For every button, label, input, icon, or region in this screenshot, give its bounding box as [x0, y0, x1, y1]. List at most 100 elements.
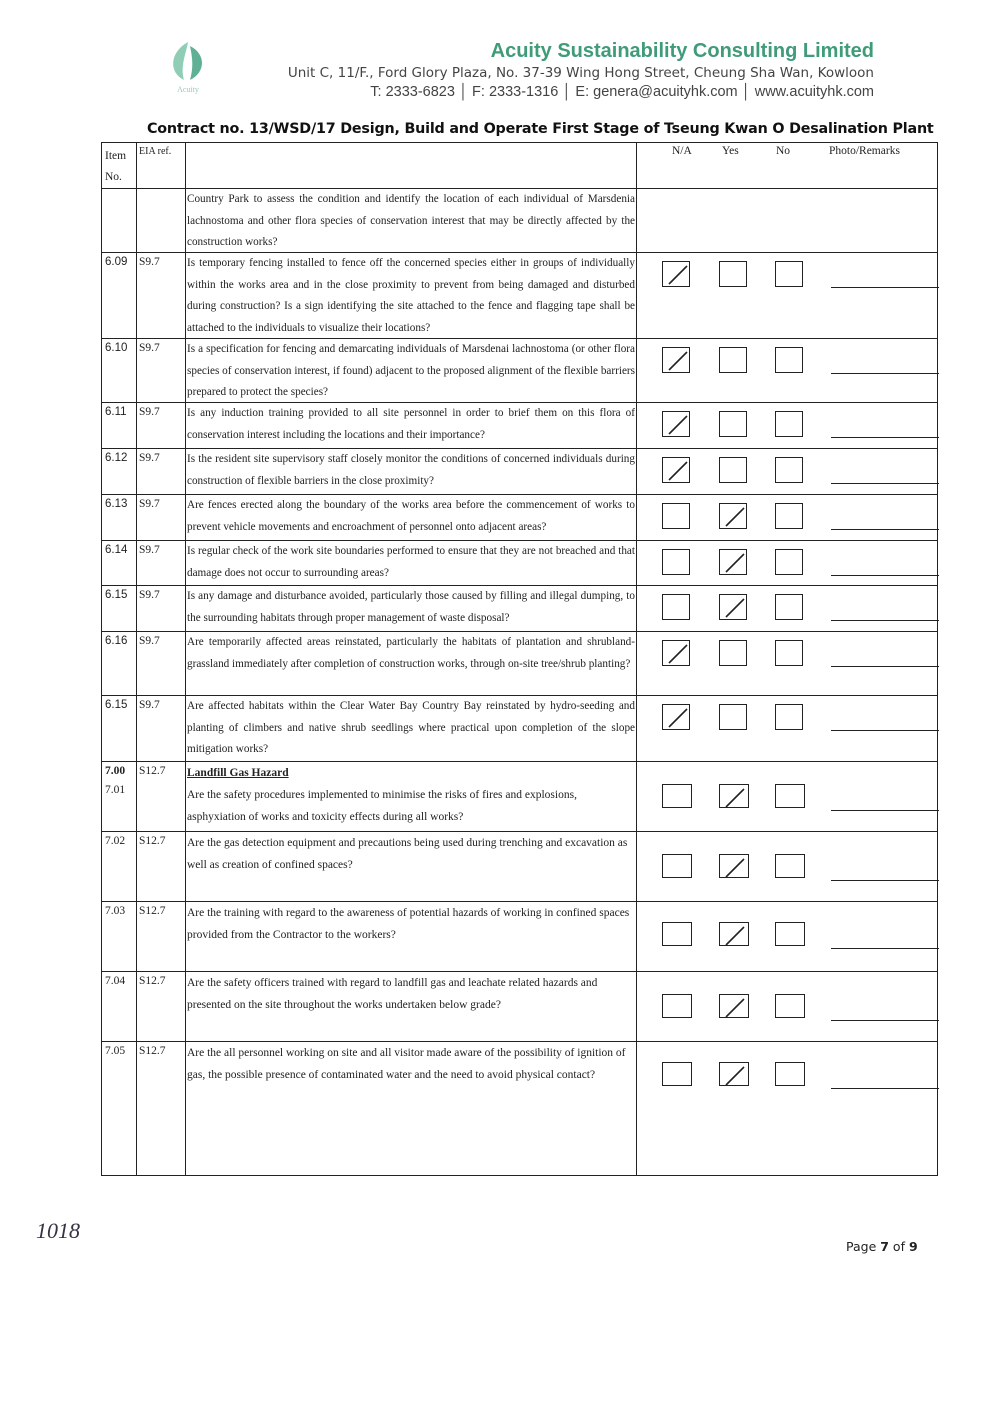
remarks-field[interactable] — [831, 483, 939, 484]
checkbox-na[interactable] — [662, 457, 690, 483]
remarks-field[interactable] — [831, 948, 939, 949]
checkbox-no[interactable] — [775, 503, 803, 529]
item-number: 6.09 — [105, 256, 128, 268]
question-cell: Are the training with regard to the awar… — [186, 902, 637, 971]
question-cell: Is any induction training provided to al… — [186, 403, 637, 448]
checkbox-yes[interactable] — [719, 1062, 749, 1086]
check-mark-icon — [725, 926, 745, 946]
table-row: 6.11 S9.7 Is any induction training provid… — [102, 402, 939, 448]
checkbox-yes[interactable] — [719, 503, 747, 529]
remarks-field[interactable] — [831, 1020, 939, 1021]
question-text: Country Park to assess the condition and… — [187, 193, 635, 248]
question-cell: Are fences erected along the boundary of… — [186, 495, 637, 540]
item-cell — [102, 189, 137, 252]
header-na: N/A — [672, 145, 692, 157]
eia-ref: S9.7 — [137, 403, 186, 448]
checkbox-no[interactable] — [775, 457, 803, 483]
question-text: Are affected habitats within the Clear W… — [187, 700, 635, 755]
item-cell: 6.12 — [102, 449, 137, 494]
checkbox-na[interactable] — [662, 994, 692, 1018]
remarks-field[interactable] — [831, 730, 939, 731]
checkbox-yes[interactable] — [719, 457, 747, 483]
checkbox-yes[interactable] — [719, 704, 747, 730]
question-text: Are temporarily affected areas reinstate… — [187, 636, 635, 670]
checkbox-yes[interactable] — [719, 640, 747, 666]
question-cell: Is a specification for fencing and demar… — [186, 339, 637, 402]
checkbox-na[interactable] — [662, 503, 690, 529]
question-cell: Are the gas detection equipment and prec… — [186, 832, 637, 901]
checkbox-yes[interactable] — [719, 347, 747, 373]
checkbox-na[interactable] — [662, 411, 690, 437]
table-row: 6.09 S9.7 Is temporary fencing installed t… — [102, 252, 939, 338]
checkbox-na[interactable] — [662, 854, 692, 878]
table-row: 6.14 S9.7 Is regular check of the work sit… — [102, 540, 939, 585]
item-number: 7.05 — [105, 1045, 126, 1057]
checkbox-no[interactable] — [775, 922, 805, 946]
checkbox-no[interactable] — [775, 994, 805, 1018]
question-cell: Is regular check of the work site bounda… — [186, 541, 637, 585]
question-text: Is any damage and disturbance avoided, p… — [187, 590, 635, 624]
checkbox-na[interactable] — [662, 704, 690, 730]
checkbox-no[interactable] — [775, 347, 803, 373]
checkbox-no[interactable] — [775, 549, 803, 575]
remarks-field[interactable] — [831, 373, 939, 374]
checkbox-no[interactable] — [775, 784, 805, 808]
checkbox-na[interactable] — [662, 347, 690, 373]
checkbox-na[interactable] — [662, 640, 690, 666]
question-text: Is temporary fencing installed to fence … — [187, 257, 635, 334]
table-row: 6.16 S9.7 Are temporarily affected areas r… — [102, 631, 939, 695]
remarks-field[interactable] — [831, 1088, 939, 1089]
checkbox-na[interactable] — [662, 549, 690, 575]
checkbox-na[interactable] — [662, 594, 690, 620]
checkbox-yes[interactable] — [719, 549, 747, 575]
table-row: 7.02 S12.7 Are the gas detection equipment… — [102, 831, 939, 901]
checkbox-na[interactable] — [662, 784, 692, 808]
item-cell: 7.05 — [102, 1042, 137, 1175]
checkbox-yes[interactable] — [719, 922, 749, 946]
checkbox-yes[interactable] — [719, 994, 749, 1018]
handwritten-number: 1018 — [36, 1218, 80, 1243]
checkbox-no[interactable] — [775, 704, 803, 730]
checkbox-na[interactable] — [662, 261, 690, 287]
header-no: No — [776, 145, 791, 157]
header-question — [186, 143, 637, 188]
remarks-field[interactable] — [831, 620, 939, 621]
eia-ref: S9.7 — [137, 339, 186, 402]
checkbox-na[interactable] — [662, 922, 692, 946]
checkbox-no[interactable] — [775, 411, 803, 437]
page-total: 9 — [908, 1239, 918, 1254]
remarks-field[interactable] — [831, 575, 939, 576]
page-of: of — [888, 1239, 909, 1254]
table-row: 6.15 S9.7 Are affected habitats within the… — [102, 695, 939, 761]
checkbox-no[interactable] — [775, 854, 805, 878]
eia-ref: S9.7 — [137, 586, 186, 631]
remarks-field[interactable] — [831, 529, 939, 530]
checkbox-no[interactable] — [775, 594, 803, 620]
page-current: 7 — [880, 1239, 889, 1254]
item-cell: 6.14 — [102, 541, 137, 585]
item-number: 6.14 — [105, 544, 128, 556]
checkbox-no[interactable] — [775, 261, 803, 287]
checkbox-yes[interactable] — [719, 261, 747, 287]
checkbox-no[interactable] — [775, 1062, 805, 1086]
eia-ref: S9.7 — [137, 495, 186, 540]
question-cell: Is the resident site supervisory staff c… — [186, 449, 637, 494]
remarks-field[interactable] — [831, 287, 939, 288]
checkbox-yes[interactable] — [719, 594, 747, 620]
table-row: 6.10 S9.7 Is a specification for fencing a… — [102, 338, 939, 402]
checkbox-yes[interactable] — [719, 411, 747, 437]
checkbox-yes[interactable] — [719, 784, 749, 808]
remarks-field[interactable] — [831, 880, 939, 881]
remarks-field[interactable] — [831, 666, 939, 667]
remarks-field[interactable] — [831, 810, 939, 811]
item-number: 6.10 — [105, 342, 128, 354]
checkbox-no[interactable] — [775, 640, 803, 666]
section-title: Landfill Gas Hazard — [187, 767, 289, 779]
question-text: Is regular check of the work site bounda… — [187, 545, 635, 579]
checkbox-yes[interactable] — [719, 854, 749, 878]
table-row: 7.03 S12.7 Are the training with regard to… — [102, 901, 939, 971]
remarks-field[interactable] — [831, 437, 939, 438]
checkbox-na[interactable] — [662, 1062, 692, 1086]
item-cell: 6.15 — [102, 696, 137, 761]
check-mark-icon — [725, 507, 745, 527]
